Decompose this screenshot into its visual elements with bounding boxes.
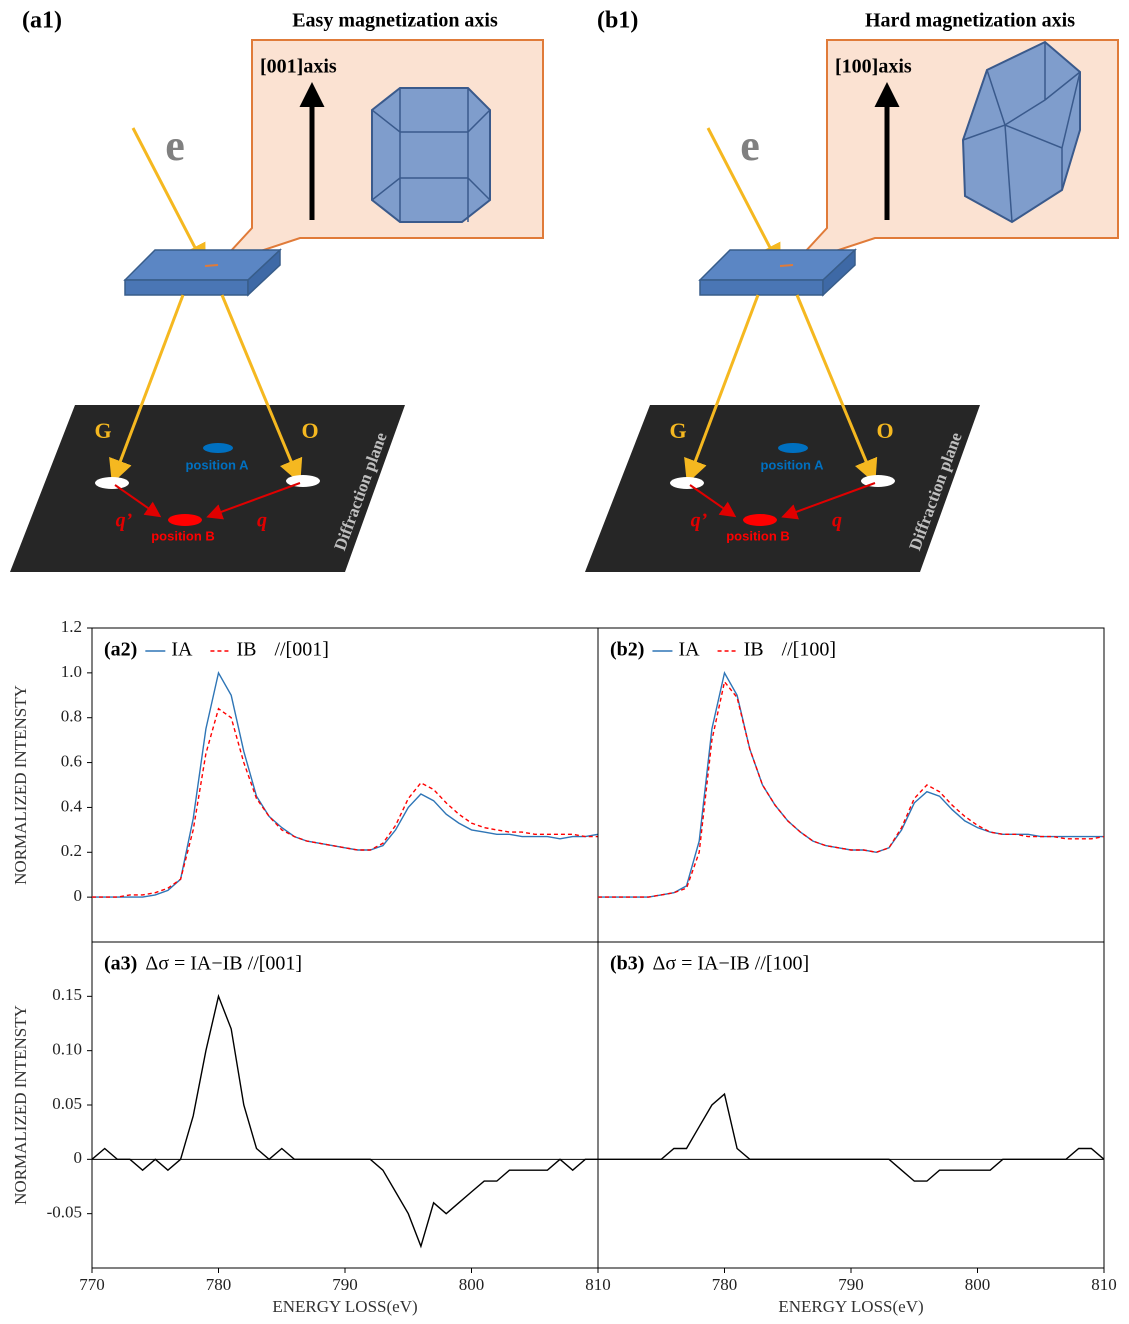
x-tick-label: 780 xyxy=(206,1275,232,1294)
x-axis-label: ENERGY LOSS(eV) xyxy=(778,1297,923,1316)
x-axis-label: ENERGY LOSS(eV) xyxy=(272,1297,417,1316)
x-tick-label: 800 xyxy=(965,1275,991,1294)
plot-frame xyxy=(598,942,1104,1268)
diagram: (b1) Hard magnetization axis [100]axis e G Op… xyxy=(585,8,1118,573)
position-b xyxy=(168,514,202,526)
annotation: Δσ = IA−IB //[001] xyxy=(145,953,302,975)
spot-label: O xyxy=(301,418,318,443)
panel-label: (b2) xyxy=(610,639,644,661)
y-axis-label: NORMALIZED INTENSTY xyxy=(11,1005,30,1205)
callout-title: Hard magnetization axis xyxy=(865,10,1075,32)
spot xyxy=(95,477,129,489)
callout-pointer xyxy=(780,265,793,266)
page: (a1) Easy magnetization axis [001]axis e G Op… xyxy=(0,0,1129,1324)
q-label: q’ xyxy=(691,510,708,532)
annotation: Δσ = IA−IB //[100] xyxy=(652,953,809,975)
plot-frame xyxy=(598,628,1104,942)
panel-label: (b3) xyxy=(610,953,644,975)
sample-front xyxy=(125,280,248,295)
x-tick-label: 770 xyxy=(79,1275,105,1294)
y-tick-label: 1.2 xyxy=(61,617,82,636)
legend-label: IB xyxy=(236,639,256,661)
panel-label: (a3) xyxy=(104,953,137,975)
figure: (a1) Easy magnetization axis [001]axis e G Op… xyxy=(0,0,1129,1324)
position-a xyxy=(203,443,233,453)
callout-title: Easy magnetization axis xyxy=(292,10,498,32)
spot-label: G xyxy=(94,418,111,443)
panel-label: (b1) xyxy=(597,8,638,34)
x-tick-label: 810 xyxy=(585,1275,611,1294)
plot-frame xyxy=(92,628,598,942)
beam-label: e xyxy=(165,121,185,170)
x-tick-label: 810 xyxy=(1091,1275,1117,1294)
x-tick-label: 790 xyxy=(332,1275,358,1294)
y-axis-label: NORMALIZED INTENSTY xyxy=(11,685,30,885)
y-tick-label: 0.10 xyxy=(52,1040,82,1059)
y-tick-label: 0.15 xyxy=(52,985,82,1004)
spot-label: G xyxy=(669,418,686,443)
position-b-label: position B xyxy=(151,528,215,543)
y-tick-label: 0.6 xyxy=(61,751,82,770)
q-label: q’ xyxy=(116,510,133,532)
y-tick-label: 0.8 xyxy=(61,707,82,726)
position-a-label: position A xyxy=(185,457,249,472)
y-tick-label: 0 xyxy=(74,1148,83,1167)
x-tick-label: 780 xyxy=(712,1275,738,1294)
x-tick-label: 790 xyxy=(838,1275,864,1294)
series-line xyxy=(598,1094,1104,1181)
series-line xyxy=(92,673,598,897)
y-tick-label: 0.05 xyxy=(52,1094,82,1113)
legend-label: IB xyxy=(744,639,764,661)
q-label: q xyxy=(257,510,267,532)
annotation: //[100] xyxy=(782,639,836,661)
legend-label: IA xyxy=(171,639,193,661)
panel-label: (a1) xyxy=(22,8,62,34)
y-tick-label: 0.2 xyxy=(61,841,82,860)
q-label: q xyxy=(832,510,842,532)
y-tick-label: -0.05 xyxy=(47,1203,82,1222)
series-line xyxy=(92,996,598,1246)
panel-label: (a2) xyxy=(104,639,137,661)
series-line xyxy=(598,682,1104,897)
callout-pointer xyxy=(205,265,218,266)
axis-label: [100]axis xyxy=(835,56,912,78)
y-tick-label: 0.4 xyxy=(61,796,83,815)
spot-label: O xyxy=(876,418,893,443)
position-a-label: position A xyxy=(760,457,824,472)
y-tick-label: 0 xyxy=(74,886,83,905)
plot-frame xyxy=(92,942,598,1268)
axis-label: [001]axis xyxy=(260,56,337,78)
y-tick-label: 1.0 xyxy=(61,662,82,681)
position-b-label: position B xyxy=(726,528,790,543)
spot xyxy=(670,477,704,489)
sample-front xyxy=(700,280,823,295)
position-b xyxy=(743,514,777,526)
beam-label: e xyxy=(740,121,760,170)
legend-label: IA xyxy=(678,639,700,661)
x-tick-label: 800 xyxy=(459,1275,485,1294)
series-line xyxy=(92,709,598,897)
series-line xyxy=(598,673,1104,897)
crystal xyxy=(372,88,490,222)
position-a xyxy=(778,443,808,453)
diagram: (a1) Easy magnetization axis [001]axis e G Op… xyxy=(10,8,543,573)
annotation: //[001] xyxy=(274,639,328,661)
